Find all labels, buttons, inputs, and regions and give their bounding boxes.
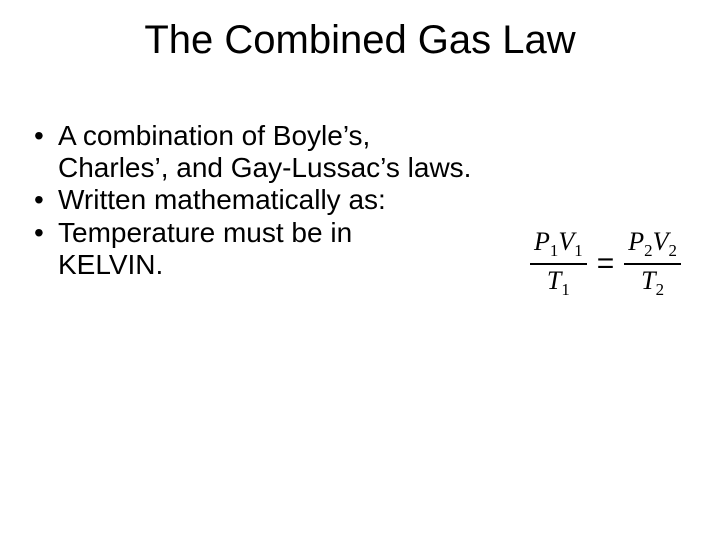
var-P2-sub: 2 — [644, 241, 652, 260]
fraction-right: P2V2 T2 — [624, 228, 681, 300]
bullet-text: Temperature must be in KELVIN. — [58, 217, 438, 281]
slide: The Combined Gas Law A combination of Bo… — [0, 0, 720, 540]
equals-sign: = — [595, 247, 617, 281]
fraction-left-denominator: T1 — [530, 265, 587, 300]
combined-gas-law-formula: P1V1 T1 = P2V2 T2 — [530, 228, 710, 300]
var-V1-V: V — [558, 227, 574, 256]
var-T2-T: T — [641, 266, 655, 295]
var-P2-P: P — [628, 227, 644, 256]
fraction-right-denominator: T2 — [624, 265, 681, 300]
var-V2-V: V — [653, 227, 669, 256]
var-T1-T: T — [547, 266, 561, 295]
var-V1-sub: 1 — [574, 241, 582, 260]
fraction-left-numerator: P1V1 — [530, 228, 587, 265]
fraction-left: P1V1 T1 — [530, 228, 587, 300]
var-T1-sub: 1 — [561, 280, 569, 299]
bullet-item: Written mathematically as: — [30, 184, 690, 216]
var-V2-sub: 2 — [668, 241, 676, 260]
bullet-item: A combination of Boyle’s, Charles’, and … — [30, 120, 690, 184]
var-P1-P: P — [534, 227, 550, 256]
var-T2-sub: 2 — [656, 280, 664, 299]
fraction-right-numerator: P2V2 — [624, 228, 681, 265]
formula-row: P1V1 T1 = P2V2 T2 — [530, 228, 710, 300]
bullet-text: Written mathematically as: — [58, 184, 386, 216]
bullet-text: A combination of Boyle’s, Charles’, and … — [58, 120, 488, 184]
slide-title: The Combined Gas Law — [0, 18, 720, 63]
